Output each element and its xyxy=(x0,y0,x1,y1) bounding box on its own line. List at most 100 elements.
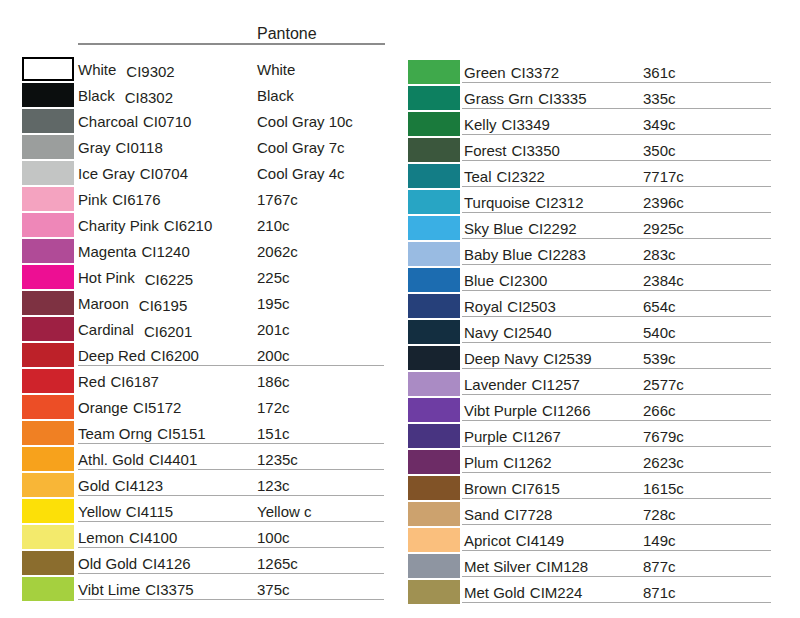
color-row-maroon: MaroonCI6195195c xyxy=(22,291,384,317)
color-row-plum: PlumCI12622623c xyxy=(408,450,771,476)
color-swatch xyxy=(22,83,74,107)
color-name: Blue xyxy=(464,272,494,289)
color-code: CI3375 xyxy=(145,581,193,598)
color-code: CI2540 xyxy=(503,324,551,341)
pantone-value: 2623c xyxy=(643,454,684,472)
color-label: RedCI6187 xyxy=(78,373,159,391)
pantone-value: 1767c xyxy=(257,191,298,209)
color-swatch xyxy=(22,369,74,393)
pantone-value: Cool Gray 7c xyxy=(257,139,345,157)
color-name: Navy xyxy=(464,324,498,341)
color-label: BlueCI2300 xyxy=(464,272,547,290)
pantone-value: White xyxy=(257,61,295,79)
color-code: CI1266 xyxy=(542,402,590,419)
color-row-old-gold: Old GoldCI41261265c xyxy=(22,551,384,577)
color-code: CI2283 xyxy=(537,246,585,263)
color-row-black: BlackCI8302Black xyxy=(22,83,384,109)
pantone-value: 225c xyxy=(257,269,290,287)
color-label: LavenderCI1257 xyxy=(464,376,580,394)
color-code: CI3372 xyxy=(511,64,559,81)
color-name: Lavender xyxy=(464,376,527,393)
color-row-turquoise: TurquoiseCI23122396c xyxy=(408,190,771,216)
color-row-cardinal: CardinalCI6201201c xyxy=(22,317,384,343)
color-code: CI2292 xyxy=(528,220,576,237)
color-label: BlackCI8302 xyxy=(78,87,173,105)
color-code: CI7728 xyxy=(504,506,552,523)
color-row-teal: TealCI23227717c xyxy=(408,164,771,190)
color-name: Magenta xyxy=(78,243,136,260)
color-code: CI6210 xyxy=(164,217,212,234)
color-swatch xyxy=(408,60,460,84)
color-name: Met Silver xyxy=(464,558,531,575)
color-label: Sand CI7728 xyxy=(464,506,552,524)
color-label: RoyalCI2503 xyxy=(464,298,556,316)
color-name: Grass Grn xyxy=(464,90,533,107)
color-label: Met GoldCIM224 xyxy=(464,584,582,602)
color-label: Met Silver CIM128 xyxy=(464,558,588,576)
color-swatch xyxy=(408,528,460,552)
pantone-value: 172c xyxy=(257,399,290,417)
color-swatch xyxy=(408,268,460,292)
color-row-magenta: MagentaCI12402062c xyxy=(22,239,384,265)
pantone-value: 123c xyxy=(257,477,290,495)
color-code: CI3350 xyxy=(512,142,560,159)
color-swatch xyxy=(22,343,74,367)
color-name: Turquoise xyxy=(464,194,530,211)
color-code: CI6200 xyxy=(151,347,199,364)
color-code: CI6195 xyxy=(139,297,187,314)
color-row-sky-blue: Sky BlueCI22922925c xyxy=(408,216,771,242)
color-row-gray: GrayCI0118Cool Gray 7c xyxy=(22,135,384,161)
color-code: CI6176 xyxy=(112,191,160,208)
color-label: CharcoalCI0710 xyxy=(78,113,191,131)
color-name: Lemon xyxy=(78,529,124,546)
color-name: Sand xyxy=(464,506,499,523)
color-row-apricot: ApricotCI4149149c xyxy=(408,528,771,554)
color-row-white: WhiteCI9302White xyxy=(22,57,384,83)
color-row-kelly: KellyCI3349349c xyxy=(408,112,771,138)
color-label: Deep Red CI6200 xyxy=(78,347,199,365)
color-row-royal: RoyalCI2503654c xyxy=(408,294,771,320)
color-name: Yellow xyxy=(78,503,121,520)
pantone-value: 2062c xyxy=(257,243,298,261)
color-swatch xyxy=(408,502,460,526)
color-row-navy: NavyCI2540540c xyxy=(408,320,771,346)
color-code: CIM128 xyxy=(536,558,589,575)
pantone-value: 186c xyxy=(257,373,290,391)
color-row-charity-pink: Charity PinkCI6210210c xyxy=(22,213,384,239)
color-code: CI2539 xyxy=(543,350,591,367)
color-label: PurpleCI1267 xyxy=(464,428,561,446)
color-code: CI5172 xyxy=(133,399,181,416)
color-swatch xyxy=(22,135,74,159)
color-code: CI4126 xyxy=(142,555,190,572)
color-row-gold: GoldCI4123123c xyxy=(22,473,384,499)
color-swatch xyxy=(408,424,460,448)
color-name: Orange xyxy=(78,399,128,416)
color-row-team-orng: Team OrngCI5151151c xyxy=(22,421,384,447)
pantone-value: 2577c xyxy=(643,376,684,394)
color-name: Pink xyxy=(78,191,107,208)
color-label: MaroonCI6195 xyxy=(78,295,187,313)
color-row-vibt-purple: Vibt PurpleCI1266266c xyxy=(408,398,771,424)
color-swatch xyxy=(22,447,74,471)
color-name: Deep Red xyxy=(78,347,146,364)
pantone-value: 1235c xyxy=(257,451,298,469)
pantone-value: 2384c xyxy=(643,272,684,290)
pantone-value: 539c xyxy=(643,350,676,368)
color-code: CI5151 xyxy=(157,425,205,442)
color-code: CI0710 xyxy=(143,113,191,130)
color-code: CI7615 xyxy=(512,480,560,497)
color-row-brown: BrownCI76151615c xyxy=(408,476,771,502)
color-row-grass-grn: Grass GrnCI3335335c xyxy=(408,86,771,112)
pantone-value: 2396c xyxy=(643,194,684,212)
pantone-value: 728c xyxy=(643,506,676,524)
color-swatch xyxy=(408,450,460,474)
pantone-value: 361c xyxy=(643,64,676,82)
color-swatch xyxy=(408,190,460,214)
color-label: Pink CI6176 xyxy=(78,191,161,209)
color-code: CI6187 xyxy=(111,373,159,390)
color-row-pink: Pink CI6176 1767c xyxy=(22,187,384,213)
header-divider xyxy=(78,43,385,45)
color-swatch xyxy=(22,161,74,185)
pantone-value: 1265c xyxy=(257,555,298,573)
color-swatch xyxy=(408,164,460,188)
